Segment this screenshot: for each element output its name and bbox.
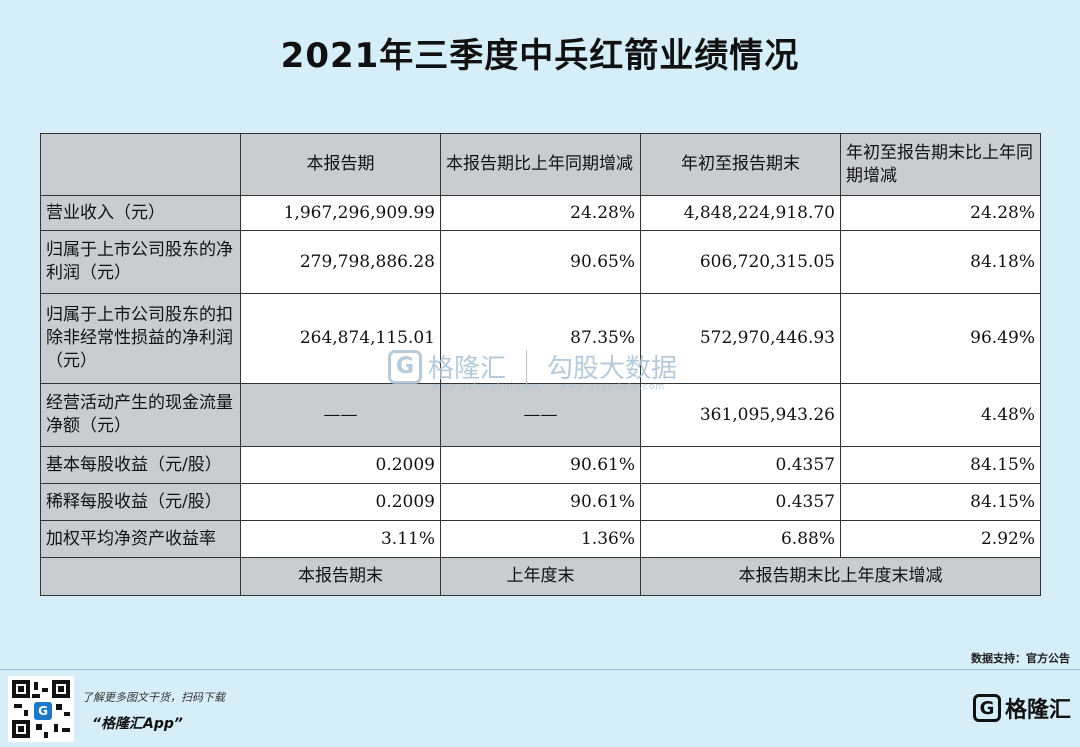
cell-value: 24.28% [440,195,641,231]
row-label: 营业收入（元） [40,195,241,231]
cell-value: 279,798,886.28 [240,230,441,294]
qr-code-icon[interactable]: G [8,676,74,742]
bottom-header-empty [40,557,241,596]
cell-value: 1,967,296,909.99 [240,195,441,231]
cell-value: 0.4357 [640,483,841,521]
table-row: 经营活动产生的现金流量净额（元） —— —— 361,095,943.26 4.… [40,383,1041,447]
cell-value: 3.11% [240,520,441,558]
cell-value: 606,720,315.05 [640,230,841,294]
cell-value: 90.61% [440,483,641,521]
data-source: 数据支持：官方公告 [971,652,1070,665]
cell-value: 361,095,943.26 [640,383,841,447]
bottom-header-row: 本报告期末 上年度末 本报告期末比上年度末增减 [40,557,1041,596]
table-row: 归属于上市公司股东的净利润（元） 279,798,886.28 90.65% 6… [40,230,1041,294]
cell-value: 572,970,446.93 [640,293,841,384]
row-label: 归属于上市公司股东的净利润（元） [40,230,241,294]
table-row: 基本每股收益（元/股） 0.2009 90.61% 0.4357 84.15% [40,446,1041,484]
header-cell-ytd-yoy: 年初至报告期末比上年同期增减 [840,133,1041,196]
cell-value: 0.4357 [640,446,841,484]
promo-text: 了解更多图文干货，扫码下载 [82,691,225,704]
cell-value-empty: —— [440,383,641,447]
header-cell-empty [40,133,241,196]
brand-logo: G 格隆汇 [973,692,1071,724]
cell-value: 264,874,115.01 [240,293,441,384]
row-label: 稀释每股收益（元/股） [40,483,241,521]
cell-value: 96.49% [840,293,1041,384]
cell-value: 0.2009 [240,446,441,484]
brand-name: 格隆汇 [1005,698,1072,723]
cell-value: 4,848,224,918.70 [640,195,841,231]
cell-value: 24.28% [840,195,1041,231]
cell-value: 90.65% [440,230,641,294]
cell-value: 2.92% [840,520,1041,558]
bottom-header-period-end: 本报告期末 [240,557,441,596]
cell-value: 0.2009 [240,483,441,521]
cell-value: 4.48% [840,383,1041,447]
table-row: 归属于上市公司股东的扣除非经常性损益的净利润（元） 264,874,115.01… [40,293,1041,384]
bottom-header-prior-year-end: 上年度末 [440,557,641,596]
cell-value: 1.36% [440,520,641,558]
header-cell-current-yoy: 本报告期比上年同期增减 [440,133,641,196]
cell-value: 84.15% [840,446,1041,484]
promo-app-name: “格隆汇App” [92,716,183,732]
row-label: 经营活动产生的现金流量净额（元） [40,383,241,447]
header-cell-current-period: 本报告期 [240,133,441,196]
cell-value-empty: —— [240,383,441,447]
row-label: 归属于上市公司股东的扣除非经常性损益的净利润（元） [40,293,241,384]
row-label: 基本每股收益（元/股） [40,446,241,484]
header-cell-ytd: 年初至报告期末 [640,133,841,196]
performance-table: 本报告期 本报告期比上年同期增减 年初至报告期末 年初至报告期末比上年同期增减 … [40,133,1041,596]
footer-divider [0,669,1080,670]
page-title: 2021年三季度中兵红箭业绩情况 [280,36,800,76]
cell-value: 84.18% [840,230,1041,294]
bottom-header-change: 本报告期末比上年度末增减 [640,557,1041,596]
cell-value: 87.35% [440,293,641,384]
table-row: 营业收入（元） 1,967,296,909.99 24.28% 4,848,22… [40,195,1041,231]
cell-value: 6.88% [640,520,841,558]
cell-value: 84.15% [840,483,1041,521]
table-row: 稀释每股收益（元/股） 0.2009 90.61% 0.4357 84.15% [40,483,1041,521]
gelonghui-g-icon: G [973,694,1001,722]
row-label: 加权平均净资产收益率 [40,520,241,558]
cell-value: 90.61% [440,446,641,484]
header-row: 本报告期 本报告期比上年同期增减 年初至报告期末 年初至报告期末比上年同期增减 [40,133,1041,196]
table-row: 加权平均净资产收益率 3.11% 1.36% 6.88% 2.92% [40,520,1041,558]
